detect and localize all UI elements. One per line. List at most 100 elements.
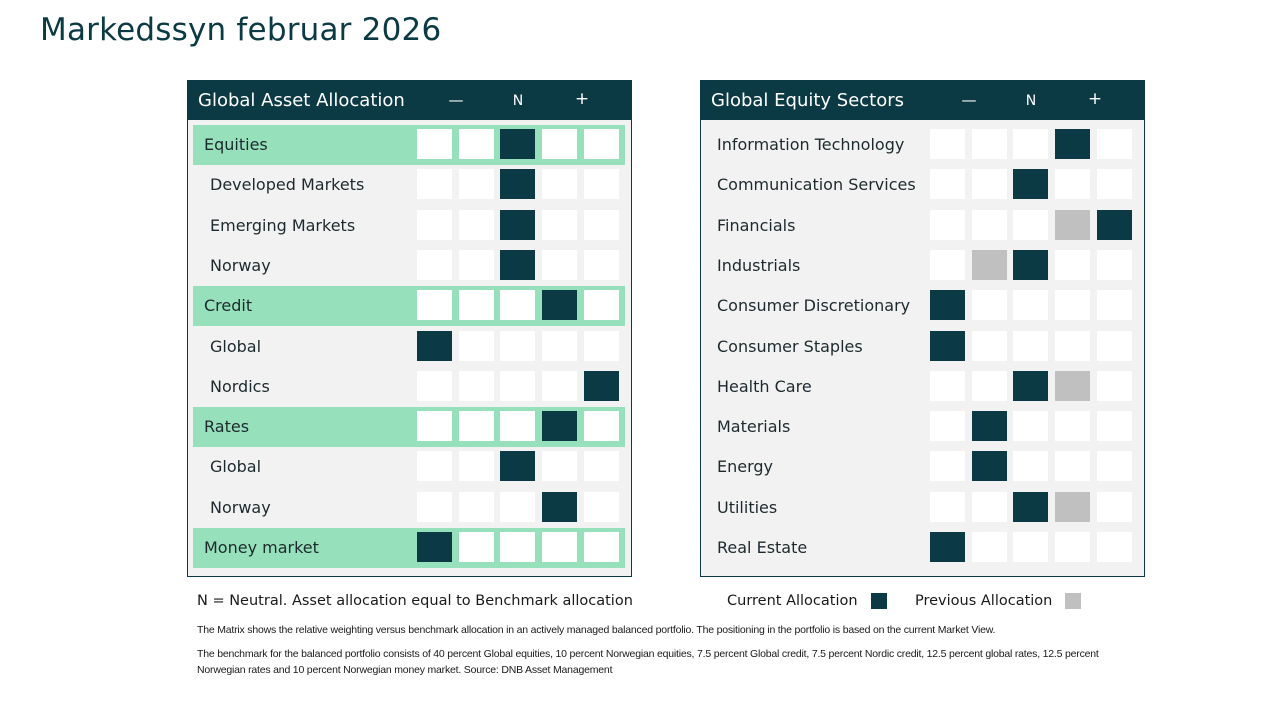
matrix-row: Equities [188,125,631,165]
matrix-row: Financials [701,206,1144,246]
matrix-cell [930,451,965,482]
footnote-matrix: The Matrix shows the relative weighting … [197,624,996,636]
matrix-cell [1097,169,1132,200]
page-title: Markedssyn februar 2026 [40,12,442,48]
asset-allocation-header: Global Asset Allocation — N + [188,81,631,120]
current-allocation-cell [417,532,452,562]
matrix-cell [542,532,577,562]
current-allocation-cell [417,330,452,361]
matrix-cell [1013,129,1048,159]
row-label: Utilities [717,497,778,517]
matrix-cell [500,290,535,321]
matrix-row: Communication Services [701,165,1144,205]
current-allocation-cell [1013,249,1048,280]
row-label: Real Estate [717,538,808,557]
matrix-cell [417,451,452,482]
matrix-cell [459,411,494,442]
matrix-row: Developed Markets [188,165,631,205]
row-label: Communication Services [717,175,916,195]
matrix-row: Norway [188,246,631,286]
asset-allocation-title: Global Asset Allocation [198,90,405,111]
current-allocation-cell [542,411,577,442]
matrix-row: Money market [188,528,631,568]
matrix-cell [1097,532,1132,562]
current-allocation-cell [972,451,1007,482]
current-allocation-cell [930,532,965,562]
matrix-cell [584,249,619,280]
matrix-cell [542,451,577,482]
matrix-cell [459,491,494,522]
row-label: Global [210,457,262,477]
underweight-column-label: — [448,91,464,109]
current-allocation-cell [500,129,535,159]
matrix-cell [972,290,1007,321]
matrix-cell [972,370,1007,401]
matrix-cell [1055,330,1090,361]
matrix-cell [459,169,494,200]
current-allocation-cell [1013,169,1048,200]
matrix-cell [500,491,535,522]
matrix-cell [1055,249,1090,280]
row-label: Materials [717,417,791,437]
row-label: Rates [204,417,250,437]
matrix-cell [972,491,1007,522]
matrix-cell [1097,129,1132,159]
matrix-cell [930,209,965,240]
matrix-cell [542,209,577,240]
neutral-column-label: N [512,93,524,109]
row-label: Information Technology [717,135,905,154]
current-allocation-cell [930,330,965,361]
matrix-cell [972,532,1007,562]
neutral-legend-note: N = Neutral. Asset allocation equal to B… [197,593,633,609]
matrix-cell [542,129,577,159]
matrix-cell [1055,290,1090,321]
matrix-row: Credit [188,286,631,327]
underweight-column-label: — [961,91,977,109]
matrix-cell [1097,330,1132,361]
current-allocation-legend-label: Current Allocation [727,593,858,609]
row-label: Global [210,336,262,356]
matrix-cell [500,330,535,361]
matrix-cell [1097,451,1132,482]
overweight-column-label: + [574,89,590,109]
matrix-cell [1097,290,1132,321]
matrix-cell [417,491,452,522]
matrix-row: Energy [701,447,1144,487]
matrix-cell [417,370,452,401]
matrix-cell [584,129,619,159]
matrix-cell [1055,451,1090,482]
matrix-row: Health Care [701,367,1144,407]
matrix-cell [417,249,452,280]
matrix-row: Consumer Discretionary [701,286,1144,326]
current-allocation-cell [1097,209,1132,240]
matrix-cell [500,370,535,401]
matrix-cell [930,169,965,200]
matrix-cell [1097,249,1132,280]
row-label: Financials [717,215,796,235]
row-label: Health Care [717,376,812,396]
previous-allocation-legend-label: Previous Allocation [915,593,1053,609]
row-label: Emerging Markets [210,215,356,235]
matrix-cell [972,209,1007,240]
matrix-cell [1013,411,1048,442]
matrix-cell [500,532,535,562]
neutral-column-label: N [1025,93,1037,109]
matrix-cell [459,330,494,361]
current-allocation-cell [542,290,577,321]
matrix-row: Nordics [188,367,631,407]
matrix-cell [1055,169,1090,200]
matrix-cell [930,370,965,401]
matrix-cell [1013,290,1048,321]
equity-sectors-title: Global Equity Sectors [711,90,905,111]
row-label: Nordics [210,376,270,396]
matrix-cell [584,209,619,240]
matrix-cell [930,491,965,522]
current-allocation-cell [1013,491,1048,522]
current-allocation-cell [500,249,535,280]
overweight-column-label: + [1087,89,1103,109]
matrix-cell [542,249,577,280]
matrix-cell [459,532,494,562]
matrix-cell [972,169,1007,200]
matrix-cell [1013,451,1048,482]
matrix-cell [459,451,494,482]
